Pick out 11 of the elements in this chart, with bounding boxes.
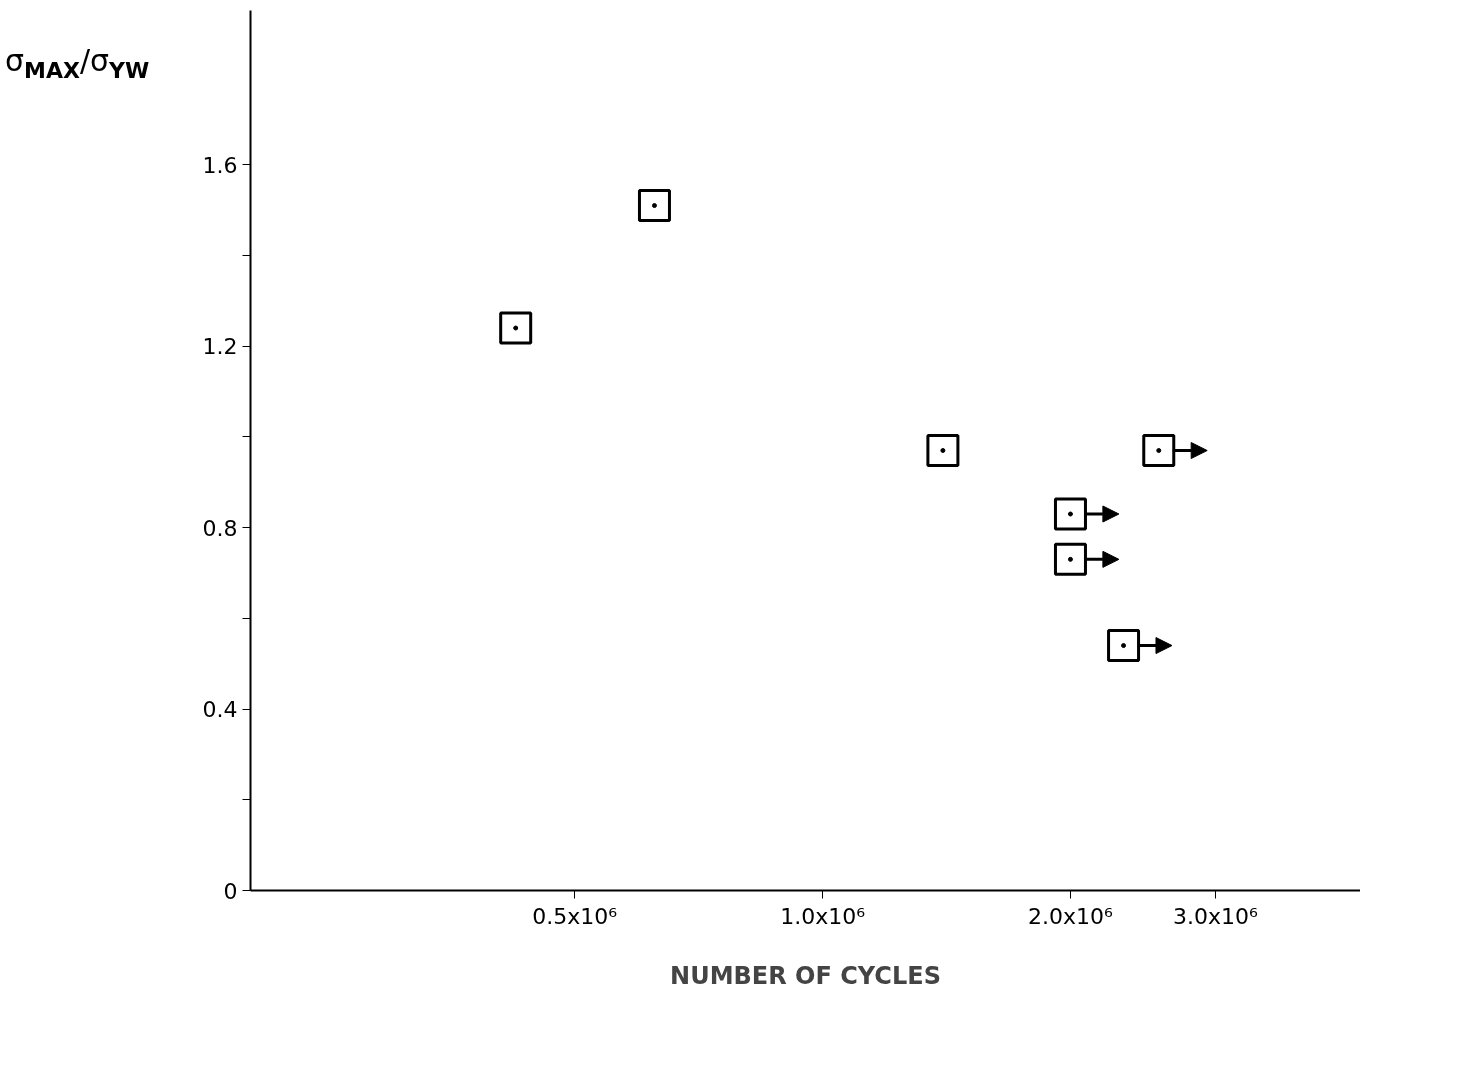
y-tick-label: 1.2 [202, 334, 238, 360]
x-tick-label: 3.0x10⁶ [1173, 903, 1259, 929]
y-tick-label: 0.8 [202, 515, 238, 541]
y-tick-label: 0.4 [202, 697, 238, 723]
y-tick-label: 0 [223, 878, 238, 904]
y-axis-title: σ$_{MAX}$/σ$_{YW}$ [5, 43, 150, 83]
x-tick-label: 0.5x10⁶ [532, 903, 618, 929]
x-axis-title: NUMBER OF CYCLES [670, 961, 941, 990]
x-tick-label: 1.0x10⁶ [780, 903, 866, 929]
y-tick-label: 1.6 [202, 152, 238, 178]
x-tick-label: 2.0x10⁶ [1028, 903, 1114, 929]
